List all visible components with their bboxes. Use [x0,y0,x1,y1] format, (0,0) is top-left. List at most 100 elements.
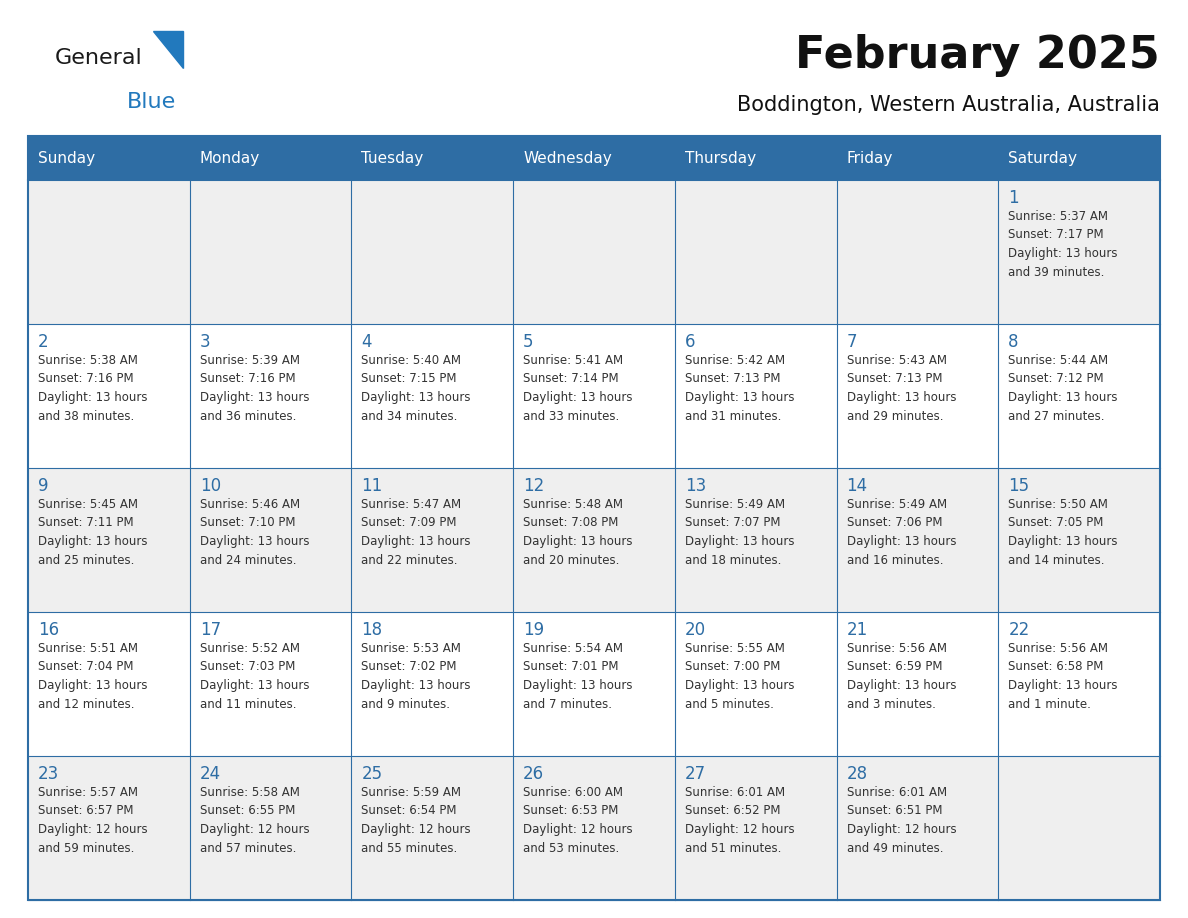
Text: 11: 11 [361,477,383,495]
Text: 5: 5 [523,333,533,351]
Text: Sunrise: 5:50 AM
Sunset: 7:05 PM
Daylight: 13 hours
and 14 minutes.: Sunrise: 5:50 AM Sunset: 7:05 PM Dayligh… [1009,498,1118,566]
Bar [190,612,352,756]
Text: 18: 18 [361,621,383,639]
Bar [998,324,1159,468]
Bar [998,138,1159,180]
Text: 4: 4 [361,333,372,351]
Bar [513,180,675,324]
Bar [29,180,190,324]
Text: Sunrise: 5:56 AM
Sunset: 6:58 PM
Daylight: 13 hours
and 1 minute.: Sunrise: 5:56 AM Sunset: 6:58 PM Dayligh… [1009,642,1118,711]
Text: Sunrise: 5:58 AM
Sunset: 6:55 PM
Daylight: 12 hours
and 57 minutes.: Sunrise: 5:58 AM Sunset: 6:55 PM Dayligh… [200,786,309,855]
Bar [675,138,836,180]
Bar [352,324,513,468]
Text: 12: 12 [523,477,544,495]
Bar [513,324,675,468]
Text: Sunrise: 5:48 AM
Sunset: 7:08 PM
Daylight: 13 hours
and 20 minutes.: Sunrise: 5:48 AM Sunset: 7:08 PM Dayligh… [523,498,633,566]
Text: Sunrise: 5:49 AM
Sunset: 7:06 PM
Daylight: 13 hours
and 16 minutes.: Sunrise: 5:49 AM Sunset: 7:06 PM Dayligh… [847,498,956,566]
Text: 22: 22 [1009,621,1030,639]
Bar [675,756,836,900]
Bar [352,756,513,900]
Text: 14: 14 [847,477,867,495]
Text: 2: 2 [38,333,49,351]
Bar [513,756,675,900]
Text: 13: 13 [684,477,706,495]
Bar [190,756,352,900]
Text: Sunrise: 5:46 AM
Sunset: 7:10 PM
Daylight: 13 hours
and 24 minutes.: Sunrise: 5:46 AM Sunset: 7:10 PM Dayligh… [200,498,309,566]
Text: Sunrise: 5:51 AM
Sunset: 7:04 PM
Daylight: 13 hours
and 12 minutes.: Sunrise: 5:51 AM Sunset: 7:04 PM Dayligh… [38,642,147,711]
Bar [675,612,836,756]
Bar [29,468,190,612]
Text: Sunrise: 5:45 AM
Sunset: 7:11 PM
Daylight: 13 hours
and 25 minutes.: Sunrise: 5:45 AM Sunset: 7:11 PM Dayligh… [38,498,147,566]
Text: Sunday: Sunday [38,151,95,166]
Text: 17: 17 [200,621,221,639]
Text: Sunrise: 5:49 AM
Sunset: 7:07 PM
Daylight: 13 hours
and 18 minutes.: Sunrise: 5:49 AM Sunset: 7:07 PM Dayligh… [684,498,795,566]
Text: Boddington, Western Australia, Australia: Boddington, Western Australia, Australia [737,95,1159,115]
Text: 10: 10 [200,477,221,495]
Text: Friday: Friday [847,151,893,166]
Bar [352,138,513,180]
Bar [513,468,675,612]
Bar [29,138,1159,900]
Bar [836,756,998,900]
Text: Sunrise: 5:43 AM
Sunset: 7:13 PM
Daylight: 13 hours
and 29 minutes.: Sunrise: 5:43 AM Sunset: 7:13 PM Dayligh… [847,354,956,422]
Bar [836,324,998,468]
Bar [190,468,352,612]
Text: 21: 21 [847,621,867,639]
Bar [29,324,190,468]
Text: Sunrise: 5:55 AM
Sunset: 7:00 PM
Daylight: 13 hours
and 5 minutes.: Sunrise: 5:55 AM Sunset: 7:00 PM Dayligh… [684,642,795,711]
Text: 25: 25 [361,765,383,783]
Bar [836,138,998,180]
Bar [836,468,998,612]
Text: Sunrise: 5:40 AM
Sunset: 7:15 PM
Daylight: 13 hours
and 34 minutes.: Sunrise: 5:40 AM Sunset: 7:15 PM Dayligh… [361,354,470,422]
Text: Sunrise: 5:42 AM
Sunset: 7:13 PM
Daylight: 13 hours
and 31 minutes.: Sunrise: 5:42 AM Sunset: 7:13 PM Dayligh… [684,354,795,422]
Bar [29,612,190,756]
Bar [29,138,190,180]
Bar [836,180,998,324]
Text: 15: 15 [1009,477,1030,495]
Text: Thursday: Thursday [684,151,756,166]
Text: Sunrise: 6:00 AM
Sunset: 6:53 PM
Daylight: 12 hours
and 53 minutes.: Sunrise: 6:00 AM Sunset: 6:53 PM Dayligh… [523,786,633,855]
Bar [29,756,190,900]
Text: 20: 20 [684,621,706,639]
Text: February 2025: February 2025 [795,33,1159,76]
Text: Sunrise: 5:38 AM
Sunset: 7:16 PM
Daylight: 13 hours
and 38 minutes.: Sunrise: 5:38 AM Sunset: 7:16 PM Dayligh… [38,354,147,422]
Text: Sunrise: 5:47 AM
Sunset: 7:09 PM
Daylight: 13 hours
and 22 minutes.: Sunrise: 5:47 AM Sunset: 7:09 PM Dayligh… [361,498,470,566]
Bar [190,324,352,468]
Text: Sunrise: 5:56 AM
Sunset: 6:59 PM
Daylight: 13 hours
and 3 minutes.: Sunrise: 5:56 AM Sunset: 6:59 PM Dayligh… [847,642,956,711]
Text: Sunrise: 5:54 AM
Sunset: 7:01 PM
Daylight: 13 hours
and 7 minutes.: Sunrise: 5:54 AM Sunset: 7:01 PM Dayligh… [523,642,633,711]
Bar [675,324,836,468]
Bar [998,756,1159,900]
Text: General: General [55,48,143,68]
Bar [998,612,1159,756]
Bar [513,138,675,180]
Polygon shape [153,31,183,68]
Bar [190,138,352,180]
Bar [513,612,675,756]
Text: 28: 28 [847,765,867,783]
Text: Sunrise: 5:39 AM
Sunset: 7:16 PM
Daylight: 13 hours
and 36 minutes.: Sunrise: 5:39 AM Sunset: 7:16 PM Dayligh… [200,354,309,422]
Text: 7: 7 [847,333,857,351]
Text: 3: 3 [200,333,210,351]
Bar [675,468,836,612]
Text: Sunrise: 6:01 AM
Sunset: 6:52 PM
Daylight: 12 hours
and 51 minutes.: Sunrise: 6:01 AM Sunset: 6:52 PM Dayligh… [684,786,795,855]
Text: 1: 1 [1009,189,1019,207]
Text: Saturday: Saturday [1009,151,1078,166]
Text: 24: 24 [200,765,221,783]
Bar [190,180,352,324]
Bar [352,180,513,324]
Bar [998,468,1159,612]
Text: Sunrise: 5:41 AM
Sunset: 7:14 PM
Daylight: 13 hours
and 33 minutes.: Sunrise: 5:41 AM Sunset: 7:14 PM Dayligh… [523,354,633,422]
Text: 8: 8 [1009,333,1019,351]
Text: 9: 9 [38,477,49,495]
Text: 19: 19 [523,621,544,639]
Bar [675,180,836,324]
Text: Tuesday: Tuesday [361,151,424,166]
Text: Sunrise: 5:53 AM
Sunset: 7:02 PM
Daylight: 13 hours
and 9 minutes.: Sunrise: 5:53 AM Sunset: 7:02 PM Dayligh… [361,642,470,711]
Text: Monday: Monday [200,151,260,166]
Text: 26: 26 [523,765,544,783]
Text: Sunrise: 5:52 AM
Sunset: 7:03 PM
Daylight: 13 hours
and 11 minutes.: Sunrise: 5:52 AM Sunset: 7:03 PM Dayligh… [200,642,309,711]
Bar [352,612,513,756]
Text: Sunrise: 5:59 AM
Sunset: 6:54 PM
Daylight: 12 hours
and 55 minutes.: Sunrise: 5:59 AM Sunset: 6:54 PM Dayligh… [361,786,472,855]
Text: 23: 23 [38,765,59,783]
Text: Blue: Blue [127,92,176,112]
